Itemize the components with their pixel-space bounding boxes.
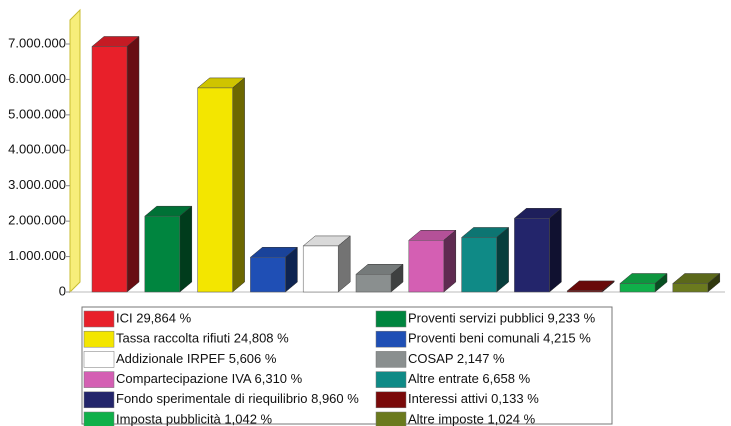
y-tick-label: 2.000.000	[8, 213, 66, 228]
legend-label: Tassa raccolta rifiuti 24,808 %	[116, 331, 289, 346]
bar-side	[126, 35, 140, 293]
bar-front	[355, 274, 392, 293]
bar-front	[672, 283, 709, 293]
bar	[355, 263, 404, 293]
legend-label: Compartecipazione IVA 6,310 %	[116, 371, 303, 386]
y-tick-label: 5.000.000	[8, 106, 66, 121]
legend-label: Interessi attivi 0,133 %	[408, 391, 539, 406]
bar	[672, 272, 721, 293]
legend-swatch	[375, 310, 407, 328]
legend-label: COSAP 2,147 %	[408, 351, 505, 366]
legend-label: Addizionale IRPEF 5,606 %	[116, 351, 277, 366]
legend-label: Proventi servizi pubblici 9,233 %	[408, 310, 596, 325]
bar-front	[250, 257, 286, 293]
y-tick-label: 4.000.000	[8, 142, 66, 157]
bar	[91, 35, 140, 293]
legend-swatch	[83, 391, 115, 409]
legend-label: Imposta pubblicità 1,042 %	[116, 411, 273, 426]
bar	[513, 207, 563, 293]
bar	[249, 246, 299, 293]
bar	[460, 226, 510, 293]
bar	[619, 272, 668, 293]
bar	[302, 235, 351, 293]
legend-label: Fondo sperimentale di riequilibrio 8,960…	[116, 391, 359, 406]
bar-side	[549, 207, 562, 293]
legend-swatch	[83, 330, 115, 348]
legend-swatch	[83, 351, 115, 368]
bar-front	[91, 46, 128, 293]
bar-side	[496, 226, 509, 293]
bar	[144, 205, 193, 293]
bar-front	[302, 245, 339, 293]
bar	[566, 280, 615, 293]
bar	[408, 229, 457, 293]
bar-side	[179, 205, 193, 293]
y-tick-label: 3.000.000	[8, 177, 66, 192]
legend-label: Altre entrate 6,658 %	[408, 371, 531, 386]
bar-side	[443, 229, 457, 293]
bar-front	[144, 215, 181, 293]
bar-front	[461, 237, 497, 293]
y-tick-label: 7.000.000	[8, 35, 66, 50]
bar-side	[337, 235, 351, 293]
bar-front	[408, 240, 445, 293]
bar-side	[232, 77, 245, 293]
legend-label: ICI 29,864 %	[116, 310, 192, 325]
bar-front	[197, 87, 233, 293]
legend-swatch	[375, 351, 407, 368]
bar-top	[566, 280, 615, 292]
bar-front	[566, 290, 603, 293]
legend-label: Altre imposte 1,024 %	[408, 411, 536, 426]
y-tick-label: 1.000.000	[8, 248, 66, 263]
legend-swatch	[83, 411, 115, 426]
legend-swatch	[83, 310, 115, 328]
legend-swatch	[375, 330, 407, 348]
bar-front	[619, 283, 656, 293]
legend-swatch	[83, 371, 115, 388]
y-tick-label: 6.000.000	[8, 71, 66, 86]
legend-swatch	[375, 371, 407, 388]
y-tick-label: 0	[59, 283, 66, 298]
legend-swatch	[375, 391, 407, 409]
bar-front	[514, 218, 550, 293]
back-wall	[69, 8, 81, 294]
legend-swatch	[375, 411, 407, 426]
legend-box	[81, 306, 613, 425]
legend-label: Proventi beni comunali 4,215 %	[408, 331, 591, 346]
bar	[196, 77, 246, 293]
